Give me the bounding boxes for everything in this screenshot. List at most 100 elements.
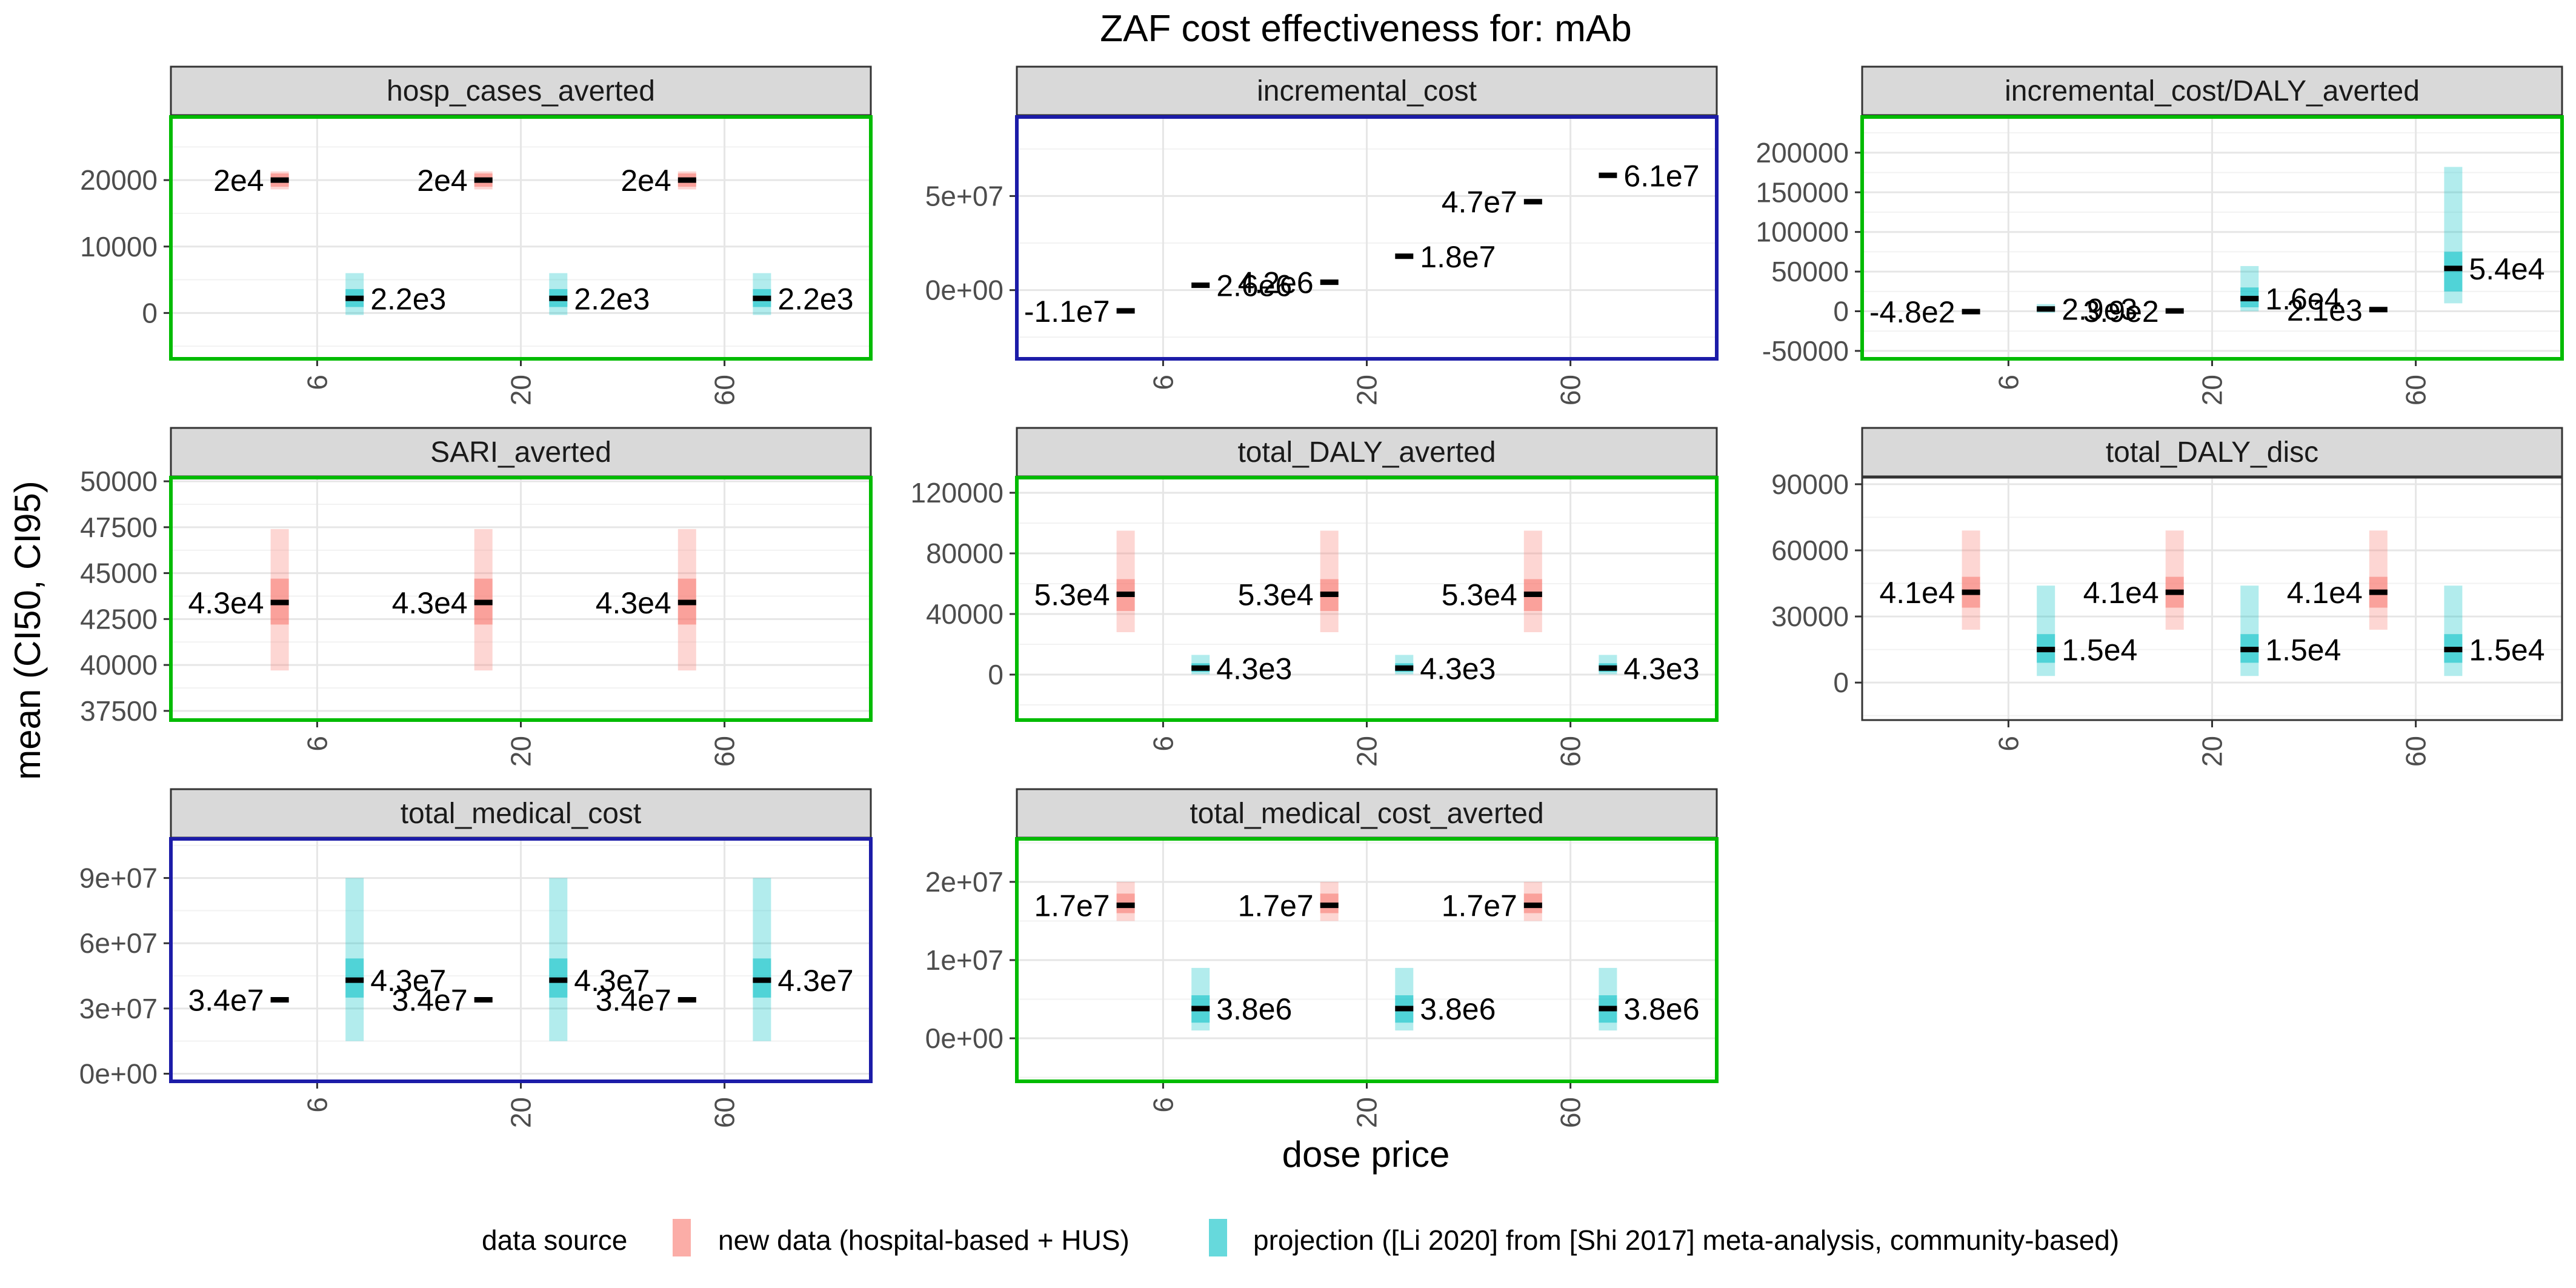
data-label: 3.8e6: [1420, 992, 1496, 1026]
panel-border: [1860, 115, 2564, 361]
x-tick-label: 60: [1555, 736, 1586, 767]
y-tick-label: 5e+07: [925, 180, 1003, 212]
chart-title: ZAF cost effectiveness for: mAb: [1100, 8, 1632, 50]
data-label: 4.3e3: [1216, 652, 1292, 686]
y-tick-label: 2e+07: [925, 866, 1003, 898]
y-tick-label: 10000: [80, 231, 158, 262]
y-tick-label: 3e+07: [79, 993, 158, 1024]
data-label: 6.1e7: [1623, 159, 1699, 193]
data-label: 4.1e4: [2287, 576, 2363, 610]
x-tick-label: 6: [1147, 736, 1179, 752]
data-label: 2.2e3: [574, 282, 650, 316]
y-tick-label: 0e+00: [79, 1058, 158, 1089]
facet-strip: [170, 65, 872, 116]
data-label: 4.3e7: [370, 964, 446, 998]
panel-border: [1015, 837, 1719, 1083]
data-label: 1.6e4: [2265, 282, 2341, 316]
x-tick-label: 20: [505, 375, 537, 405]
panel-border: [169, 115, 873, 361]
y-tick-label: 20000: [80, 164, 158, 196]
x-tick-label: 20: [2197, 375, 2228, 405]
panel-incremental-cost-daly-averted: incremental_cost/DALY_averted -50000 0 5000…: [1756, 65, 2564, 405]
panel-sari-averted: SARI_averted 37500 40000 42500 45000 47500 500…: [80, 427, 873, 767]
data-label: 5.3e4: [1034, 578, 1110, 612]
y-tick-label: 90000: [1771, 469, 1849, 500]
data-label: 3.4e7: [596, 983, 671, 1017]
data-label: 4.3e3: [1420, 652, 1496, 686]
data-label: 5.4e4: [2469, 252, 2544, 286]
x-tick-label: 60: [1555, 375, 1586, 405]
legend-title: data source: [482, 1224, 627, 1256]
facet-strip: [1016, 65, 1718, 116]
x-tick-label: 6: [1992, 375, 2024, 390]
x-tick-label: 20: [1351, 1097, 1383, 1128]
panel-total-medical-cost-averted: total_medical_cost_averted 0e+00 1e+07 2e+0…: [925, 788, 1719, 1128]
y-tick-label: 1e+07: [925, 944, 1003, 976]
x-tick-label: 6: [1992, 736, 2024, 752]
data-label: 4.3e7: [777, 964, 853, 998]
y-tick-label: 45000: [80, 558, 158, 589]
data-label: 3.8e6: [1623, 992, 1699, 1026]
legend-key-projection: [1209, 1219, 1227, 1256]
x-tick-label: 6: [301, 1097, 333, 1113]
data-label: 2e4: [213, 164, 264, 198]
y-tick-label: 120000: [911, 477, 1004, 509]
facet-strip-label: incremental_cost/DALY_averted: [2005, 75, 2420, 107]
data-label: -4.8e2: [1869, 295, 1955, 329]
data-label: 2.9e3: [2062, 293, 2137, 327]
panel-total-daly-disc: total_DALY_disc 0 30000 60000 90000 6 20 60 4.1e…: [1771, 427, 2563, 767]
panel-total-daly-averted: total_DALY_averted 0 40000 80000 120000 6 20 60…: [911, 427, 1719, 767]
y-tick-label: 37500: [80, 695, 158, 727]
x-tick-label: 20: [1351, 375, 1383, 405]
data-label: 1.7e7: [1442, 889, 1517, 923]
facet-strip-label: total_medical_cost: [401, 798, 642, 830]
data-label: 1.5e4: [2062, 633, 2137, 667]
data-label: 3.4e7: [392, 983, 468, 1017]
x-tick-label: 6: [301, 736, 333, 752]
y-tick-label: 0: [1833, 296, 1849, 327]
legend-label-new-data: new data (hospital-based + HUS): [718, 1224, 1130, 1256]
y-tick-label: 0: [142, 297, 158, 329]
data-label: 1.7e7: [1034, 889, 1110, 923]
facet-strip-label: total_DALY_disc: [2106, 436, 2318, 469]
y-tick-label: 100000: [1756, 216, 1849, 248]
y-tick-label: 80000: [926, 538, 1003, 569]
facet-strip: [1861, 427, 2563, 478]
facet-strip: [170, 427, 872, 478]
x-tick-label: 20: [505, 736, 537, 767]
y-tick-label: 0: [1833, 667, 1849, 698]
y-tick-label: 6e+07: [79, 927, 158, 959]
x-tick-label: 6: [1147, 1097, 1179, 1113]
panel-border: [169, 476, 873, 722]
y-tick-label: 42500: [80, 603, 158, 635]
y-tick-label: 40000: [80, 649, 158, 681]
legend: data source new data (hospital-based + H…: [482, 1219, 2119, 1256]
legend-label-projection: projection ([Li 2020] from [Shi 2017] me…: [1253, 1224, 2119, 1256]
data-label: 1.5e4: [2469, 633, 2544, 667]
x-tick-label: 20: [1351, 736, 1383, 767]
data-label: 2e4: [621, 164, 671, 198]
data-label: 3.8e6: [1216, 992, 1292, 1026]
data-label: -1.1e7: [1024, 295, 1110, 329]
x-tick-label: 60: [1555, 1097, 1586, 1128]
y-tick-label: 0: [988, 659, 1003, 690]
data-label: 2.2e3: [370, 282, 446, 316]
y-tick-label: 0e+00: [925, 275, 1003, 306]
data-label: 5.3e4: [1238, 578, 1314, 612]
panel-border: [1015, 115, 1719, 361]
y-tick-label: 9e+07: [79, 863, 158, 894]
facet-strip: [1016, 788, 1718, 839]
panel-border: [1015, 476, 1719, 722]
y-tick-label: 50000: [80, 465, 158, 497]
x-tick-label: 6: [1147, 375, 1179, 390]
facet-strip: [1016, 427, 1718, 478]
x-tick-label: 60: [709, 375, 741, 405]
x-tick-label: 60: [2400, 736, 2432, 767]
data-label: 3.4e7: [188, 983, 264, 1017]
x-tick-label: 60: [709, 1097, 741, 1128]
facet-strip-label: total_DALY_averted: [1237, 436, 1496, 469]
y-axis-title: mean (CI50, CI95): [7, 481, 48, 780]
panel-total-medical-cost: total_medical_cost 0e+00 3e+07 6e+07 9e+07 6 2…: [79, 788, 873, 1128]
